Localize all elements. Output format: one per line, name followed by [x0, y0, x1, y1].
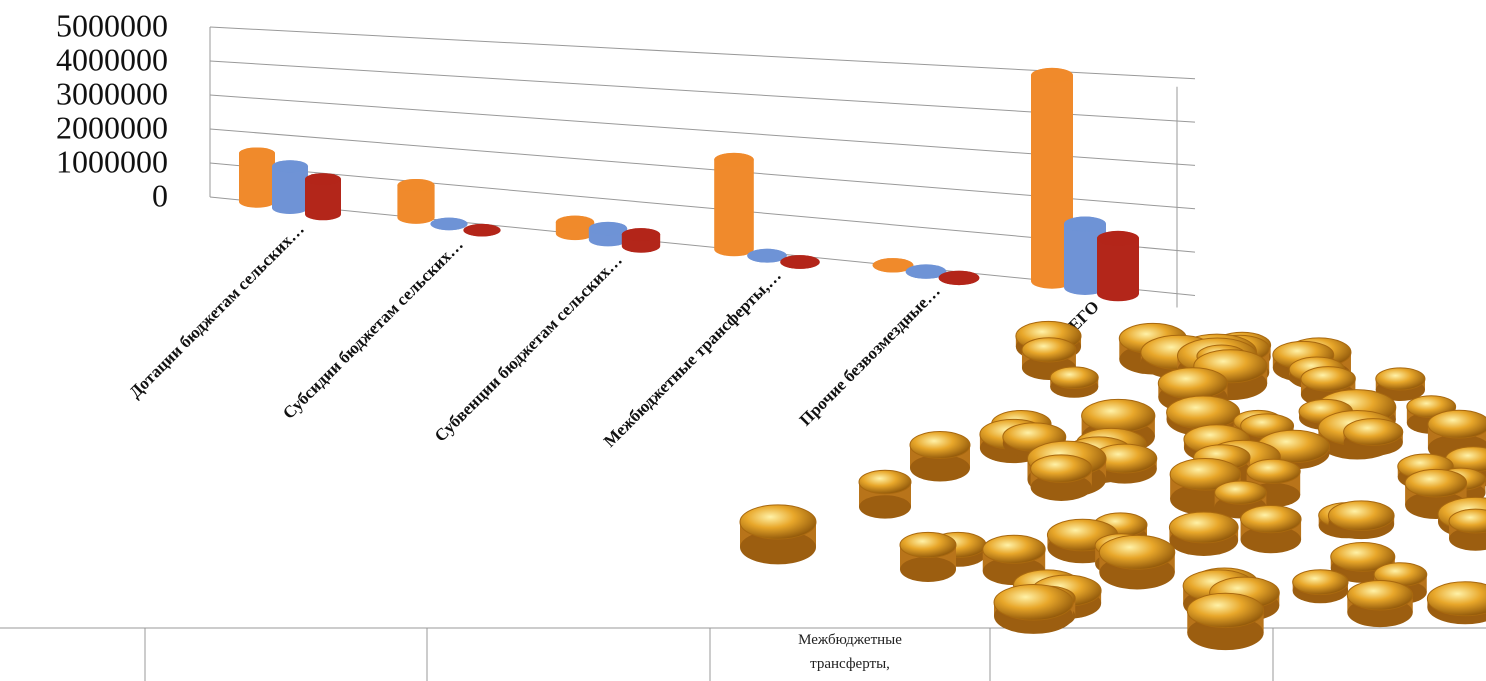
bar-top — [272, 160, 308, 172]
coin — [1293, 570, 1348, 604]
coin-face — [1428, 410, 1486, 438]
x-tick-label: Субвенции бюджетам сельских… — [431, 250, 626, 445]
coin-face — [910, 432, 970, 459]
coin-face — [994, 585, 1073, 621]
coin — [1427, 582, 1486, 624]
coin-face — [1099, 535, 1174, 569]
page: Межбюджетные трансферты, 010000002000000… — [0, 0, 1486, 681]
coin — [1187, 593, 1263, 650]
coin-face — [1050, 367, 1098, 389]
coin-face — [983, 535, 1045, 563]
coin — [994, 585, 1073, 634]
chart: Межбюджетные трансферты, 010000002000000… — [0, 0, 1486, 681]
bar-top — [1097, 231, 1139, 246]
coin-face — [1031, 455, 1092, 483]
coin-face — [859, 470, 911, 493]
bar-top — [430, 218, 467, 231]
y-tick-label: 4000000 — [56, 41, 168, 77]
coin-edge — [859, 495, 911, 518]
bar — [714, 153, 754, 256]
bar-top — [589, 222, 627, 235]
bar-top — [556, 216, 594, 229]
coin-face — [1158, 368, 1227, 399]
coin — [1344, 419, 1403, 456]
coin-face — [740, 505, 816, 539]
coin-face — [1022, 338, 1076, 362]
table-cell-text: Межбюджетные — [798, 632, 902, 648]
coin-edge — [900, 557, 956, 582]
x-tick-label: Субсидии бюджетам сельских… — [279, 235, 467, 423]
coin-face — [1167, 396, 1240, 429]
y-tick-label: 1000000 — [56, 143, 168, 179]
y-tick-label: 3000000 — [56, 75, 168, 111]
coin-face — [1241, 506, 1302, 533]
coin — [900, 532, 956, 582]
coin — [1031, 455, 1092, 501]
coin-face — [1405, 469, 1466, 497]
coin-face — [1169, 512, 1238, 543]
bar-top — [622, 228, 660, 241]
bar-top — [714, 153, 754, 167]
coin-face — [1301, 367, 1355, 391]
coin — [1099, 535, 1174, 589]
y-tick-label: 2000000 — [56, 109, 168, 145]
bar-top — [305, 173, 341, 185]
coin — [1050, 367, 1098, 398]
x-tick-label: Прочие безвозмездные… — [796, 281, 944, 429]
bars — [239, 68, 1139, 301]
coin-face — [1347, 581, 1412, 610]
coin-face — [1187, 593, 1263, 627]
bar-top — [780, 255, 820, 269]
x-tick-label: Межбюджетные трансферты,… — [600, 266, 785, 451]
y-tick-label: 5000000 — [56, 7, 168, 43]
coin-face — [1328, 501, 1394, 531]
bar-top — [463, 224, 500, 237]
coin — [1241, 506, 1302, 554]
coin — [1347, 581, 1412, 628]
coin-face — [1247, 459, 1301, 483]
bar-top — [1031, 68, 1073, 83]
coin — [1449, 509, 1486, 551]
x-tick-label: Дотации бюджетам сельских… — [126, 219, 308, 401]
coin-face — [1215, 481, 1267, 504]
coin-face — [1293, 570, 1348, 595]
coin — [1169, 512, 1238, 556]
coin-face — [900, 532, 956, 557]
bar-top — [397, 179, 434, 192]
coin-face — [1082, 399, 1155, 432]
coin — [740, 505, 816, 564]
bar-top — [939, 271, 980, 285]
coin — [1328, 501, 1394, 539]
bar-top — [239, 147, 275, 159]
coin-face — [1344, 419, 1403, 446]
table-cell-text: трансферты, — [810, 656, 890, 672]
bar-top — [1064, 217, 1106, 232]
y-tick-label: 0 — [152, 177, 168, 213]
coin — [859, 470, 911, 518]
coin — [910, 432, 970, 482]
coin-face — [1376, 368, 1425, 390]
table: Межбюджетные трансферты, — [0, 628, 1486, 681]
